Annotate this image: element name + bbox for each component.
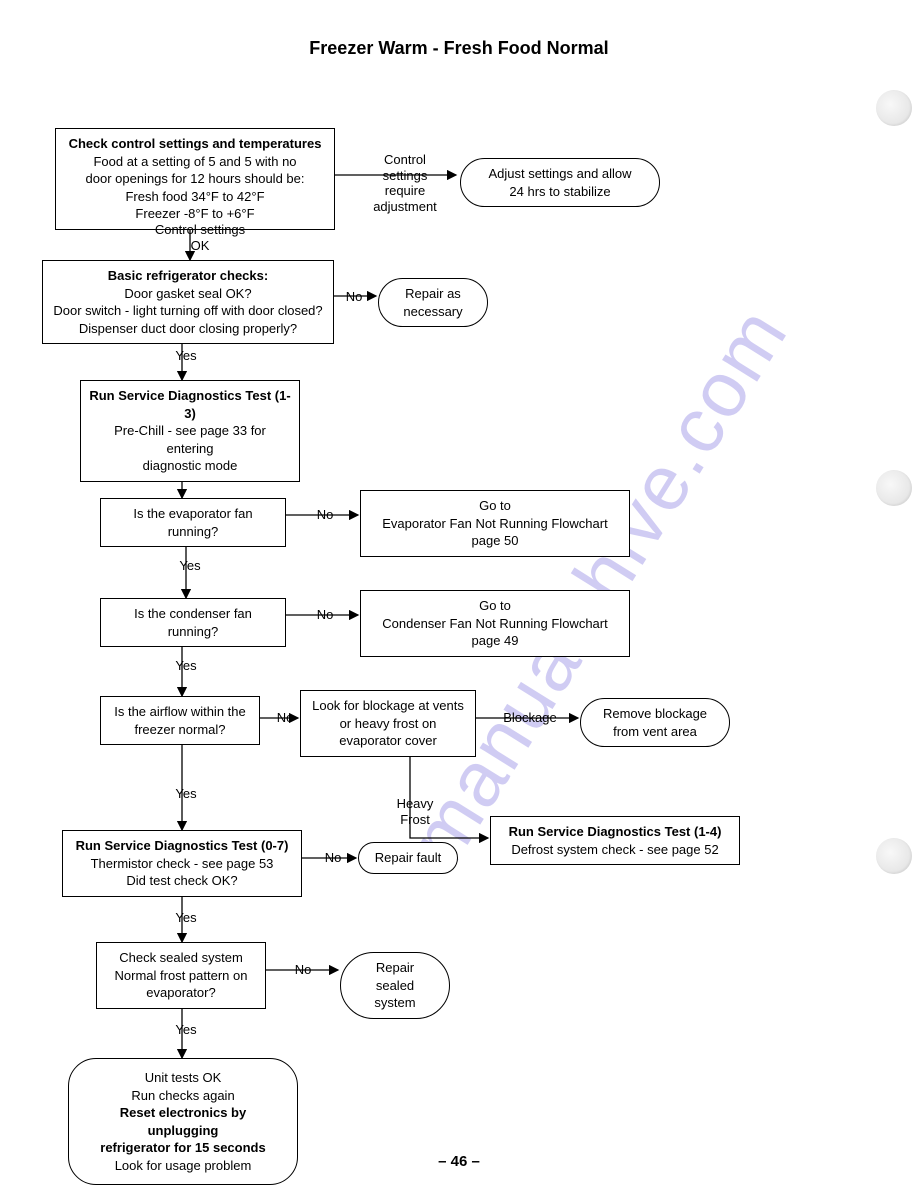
flowchart-node-n1b: Adjust settings and allow24 hrs to stabi…	[460, 158, 660, 207]
edge-label-l10: Blockage	[500, 710, 560, 726]
punch-hole	[876, 470, 912, 506]
flowchart-node-n5b: Go toCondenser Fan Not Running Flowchart…	[360, 590, 630, 657]
flowchart-node-n8: Check sealed systemNormal frost pattern …	[96, 942, 266, 1009]
flowchart-node-n7c: Run Service Diagnostics Test (1-4)Defros…	[490, 816, 740, 865]
flowchart-node-n6: Is the airflow within thefreezer normal?	[100, 696, 260, 745]
watermark: manualshive.com	[391, 291, 806, 879]
flowchart-node-n7b: Repair fault	[358, 842, 458, 874]
edge-label-l6: Yes	[170, 558, 210, 574]
page-title: Freezer Warm - Fresh Food Normal	[0, 38, 918, 59]
edge-label-l16: Yes	[166, 1022, 206, 1038]
edge-label-l12: No	[318, 850, 348, 866]
flowchart-node-n2: Basic refrigerator checks:Door gasket se…	[42, 260, 334, 344]
edge-label-l9: No	[270, 710, 300, 726]
edge-label-l7: No	[310, 607, 340, 623]
flowchart-node-n8b: Repairsealed system	[340, 952, 450, 1019]
edge-label-l2: Control settingsOK	[140, 222, 260, 253]
edge-label-l5: No	[310, 507, 340, 523]
edge-label-l1: Control settingsrequireadjustment	[360, 152, 450, 214]
edge-label-l8: Yes	[166, 658, 206, 674]
edge-label-l13: HeavyFrost	[390, 796, 440, 827]
edge-label-l4: Yes	[166, 348, 206, 364]
flowchart-node-n6c: Remove blockagefrom vent area	[580, 698, 730, 747]
flowchart-node-n4b: Go toEvaporator Fan Not Running Flowchar…	[360, 490, 630, 557]
edge-label-l3: No	[339, 289, 369, 305]
flowchart-node-n7: Run Service Diagnostics Test (0-7)Thermi…	[62, 830, 302, 897]
flowchart-node-n3: Run Service Diagnostics Test (1-3)Pre-Ch…	[80, 380, 300, 482]
flowchart-node-n4: Is the evaporator fan running?	[100, 498, 286, 547]
flowchart-node-n6b: Look for blockage at ventsor heavy frost…	[300, 690, 476, 757]
flowchart-node-n2b: Repair asnecessary	[378, 278, 488, 327]
punch-hole	[876, 838, 912, 874]
page-number: – 46 –	[0, 1153, 918, 1170]
punch-hole	[876, 90, 912, 126]
edge-label-l11: Yes	[166, 786, 206, 802]
flowchart-node-n1: Check control settings and temperaturesF…	[55, 128, 335, 230]
edge-label-l15: No	[288, 962, 318, 978]
edge-label-l14: Yes	[166, 910, 206, 926]
flowchart-node-n5: Is the condenser fan running?	[100, 598, 286, 647]
